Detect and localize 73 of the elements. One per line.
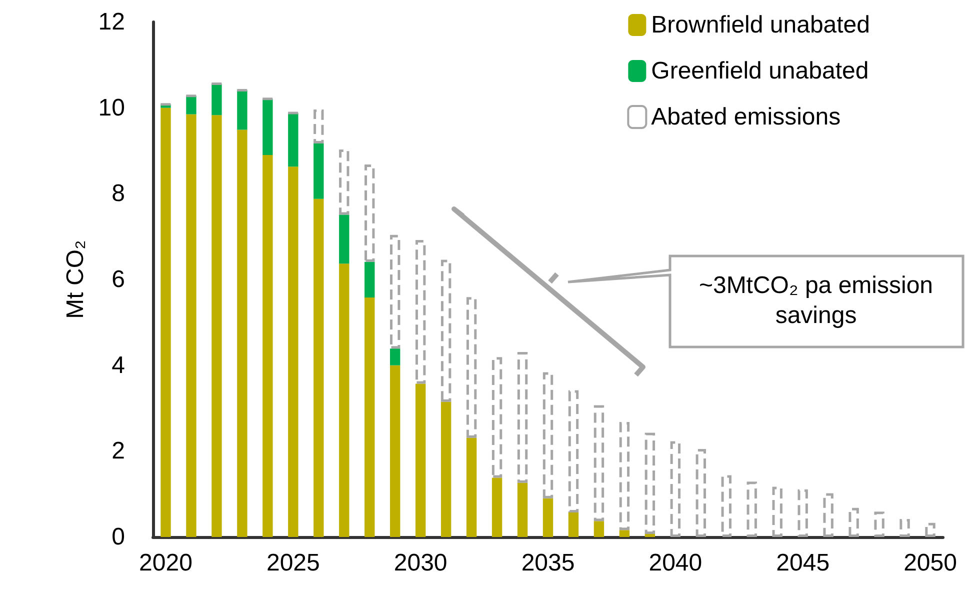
- y-axis-title: Mt CO₂: [62, 240, 89, 319]
- legend-label: Abated emissions: [651, 104, 841, 130]
- legend-label: Brownfield unabated: [651, 12, 870, 38]
- bar: [364, 262, 375, 298]
- bar: [670, 441, 681, 537]
- bar: [517, 482, 528, 537]
- bar: [900, 518, 910, 537]
- y-tick-label: 4: [112, 352, 125, 379]
- bar: [594, 405, 604, 522]
- bar: [186, 114, 196, 537]
- bar: [823, 493, 834, 537]
- bar: [314, 110, 324, 144]
- legend-label: Greenfield unabated: [651, 58, 869, 84]
- bar: [721, 475, 732, 537]
- bar: [594, 521, 604, 537]
- x-tick-label: 2035: [521, 550, 575, 576]
- bar: [466, 297, 477, 438]
- bar: [644, 432, 656, 534]
- bar: [364, 164, 375, 262]
- bar: [492, 357, 502, 478]
- bar: [542, 498, 554, 537]
- x-tick-label: 2050: [904, 550, 957, 576]
- bar: [262, 98, 273, 156]
- bar: [440, 260, 452, 402]
- bar: [568, 512, 579, 537]
- bar: [772, 486, 782, 537]
- bar: [492, 478, 502, 537]
- bar: [212, 115, 222, 537]
- x-tick-label: 2020: [139, 550, 192, 576]
- annotation: ~3MtCO₂ pa emission savings: [698, 271, 934, 331]
- y-tick-label: 2: [112, 438, 125, 465]
- x-tick-label: 2030: [394, 550, 448, 576]
- bar: [390, 348, 400, 366]
- bar: [619, 422, 630, 530]
- y-tick-label: 0: [112, 524, 125, 550]
- bar: [186, 96, 196, 114]
- bar: [288, 112, 298, 167]
- bar: [212, 84, 222, 116]
- bar: [696, 449, 706, 537]
- y-tick-label: 10: [98, 94, 125, 122]
- bar: [237, 90, 248, 130]
- x-tick-label: 2040: [648, 550, 702, 576]
- bar: [339, 214, 350, 264]
- bar: [568, 390, 579, 513]
- bar: [746, 482, 757, 537]
- y-tick-label: 8: [112, 180, 125, 208]
- bar: [644, 534, 656, 537]
- bar: [339, 264, 350, 537]
- bar: [466, 438, 477, 537]
- bar: [390, 234, 400, 349]
- bar: [415, 384, 426, 537]
- bar: [925, 522, 936, 537]
- bar: [798, 489, 808, 537]
- bar: [237, 130, 248, 537]
- bar: [440, 402, 452, 537]
- bar: [314, 198, 324, 537]
- bar: [390, 365, 400, 537]
- bar: [619, 530, 630, 537]
- bar: [262, 155, 273, 537]
- bar: [288, 166, 298, 537]
- y-tick-label: 12: [98, 8, 125, 36]
- bar: [314, 143, 324, 199]
- bar: [874, 512, 884, 537]
- bar: [160, 108, 171, 537]
- bar: [517, 352, 528, 483]
- bar: [364, 298, 375, 537]
- y-tick-label: 6: [112, 266, 125, 293]
- bar: [339, 149, 350, 215]
- bar: [542, 372, 554, 498]
- bar: [848, 508, 859, 537]
- x-tick-label: 2045: [776, 550, 830, 576]
- bar: [415, 240, 426, 384]
- x-tick-label: 2025: [266, 550, 320, 576]
